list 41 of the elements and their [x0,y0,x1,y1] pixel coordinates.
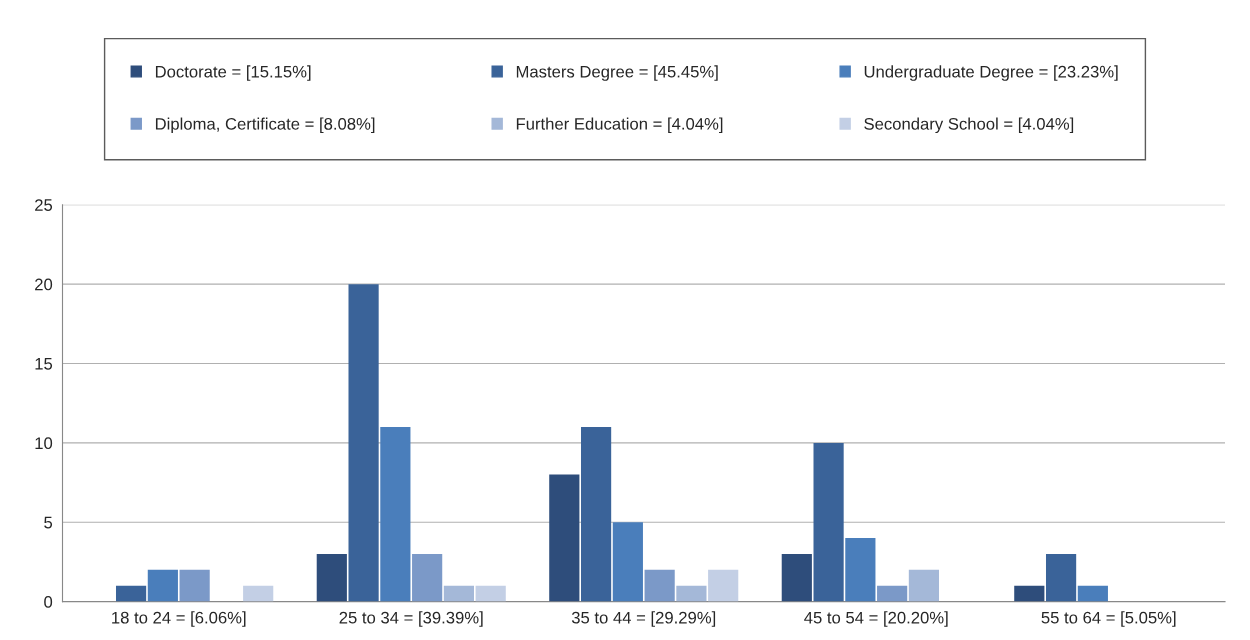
bar [877,585,908,602]
x-tick-label: 18 to 24 = [6.06%] [112,611,246,627]
bar [813,442,844,602]
bar [179,569,210,602]
x-tick-label: 45 to 54 = [20.20%] [804,611,948,627]
bar [412,553,443,602]
bar [1077,585,1108,602]
y-tick-label: 10 [35,437,53,450]
bar [348,284,379,602]
bar [243,585,274,602]
bar [845,538,876,602]
legend-label: Further Education = [4.04%] [516,117,723,134]
bar [475,585,506,602]
bar [781,553,812,602]
bar [316,553,347,602]
bar [708,569,739,602]
legend-label: Masters Degree = [45.45%] [516,65,718,81]
legend-label: Doctorate = [15.15%] [155,65,311,81]
bar [580,427,612,602]
x-tick-label: 25 to 34 = [39.39%] [339,611,483,627]
bar [1014,585,1045,602]
bar [147,569,178,602]
y-tick-label: 20 [35,278,53,291]
bar [549,474,580,602]
bar [644,569,675,602]
legend-label: Secondary School = [4.04%] [864,117,1074,134]
bar [908,569,940,602]
legend-label: Undergraduate Degree = [23.23%] [864,65,1118,81]
bar [380,427,411,602]
y-tick-label: 25 [35,199,53,211]
x-tick-label: 35 to 44 = [29.29%] [571,611,716,627]
bar [612,522,643,602]
x-tick-label: 55 to 64 = [5.05%] [1041,611,1176,627]
y-tick-label: 15 [35,358,53,370]
y-tick-label: 5 [44,516,53,529]
bar [443,585,475,602]
bar [676,585,707,602]
y-tick-label: 0 [44,596,53,608]
legend-label: Diploma, Certificate = [8.08%] [155,117,375,134]
bar [1045,553,1077,602]
bar [115,585,147,602]
